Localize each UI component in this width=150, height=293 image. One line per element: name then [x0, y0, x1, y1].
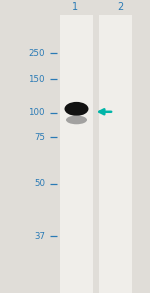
Ellipse shape — [66, 115, 87, 124]
Text: 100: 100 — [28, 108, 45, 117]
FancyBboxPatch shape — [60, 15, 93, 293]
Text: 150: 150 — [28, 75, 45, 84]
Text: 37: 37 — [34, 232, 45, 241]
Text: 50: 50 — [34, 179, 45, 188]
Text: 250: 250 — [28, 49, 45, 57]
Text: 1: 1 — [72, 2, 78, 12]
Text: 75: 75 — [34, 133, 45, 142]
Ellipse shape — [64, 102, 88, 116]
FancyBboxPatch shape — [99, 15, 132, 293]
Text: 2: 2 — [117, 2, 123, 12]
